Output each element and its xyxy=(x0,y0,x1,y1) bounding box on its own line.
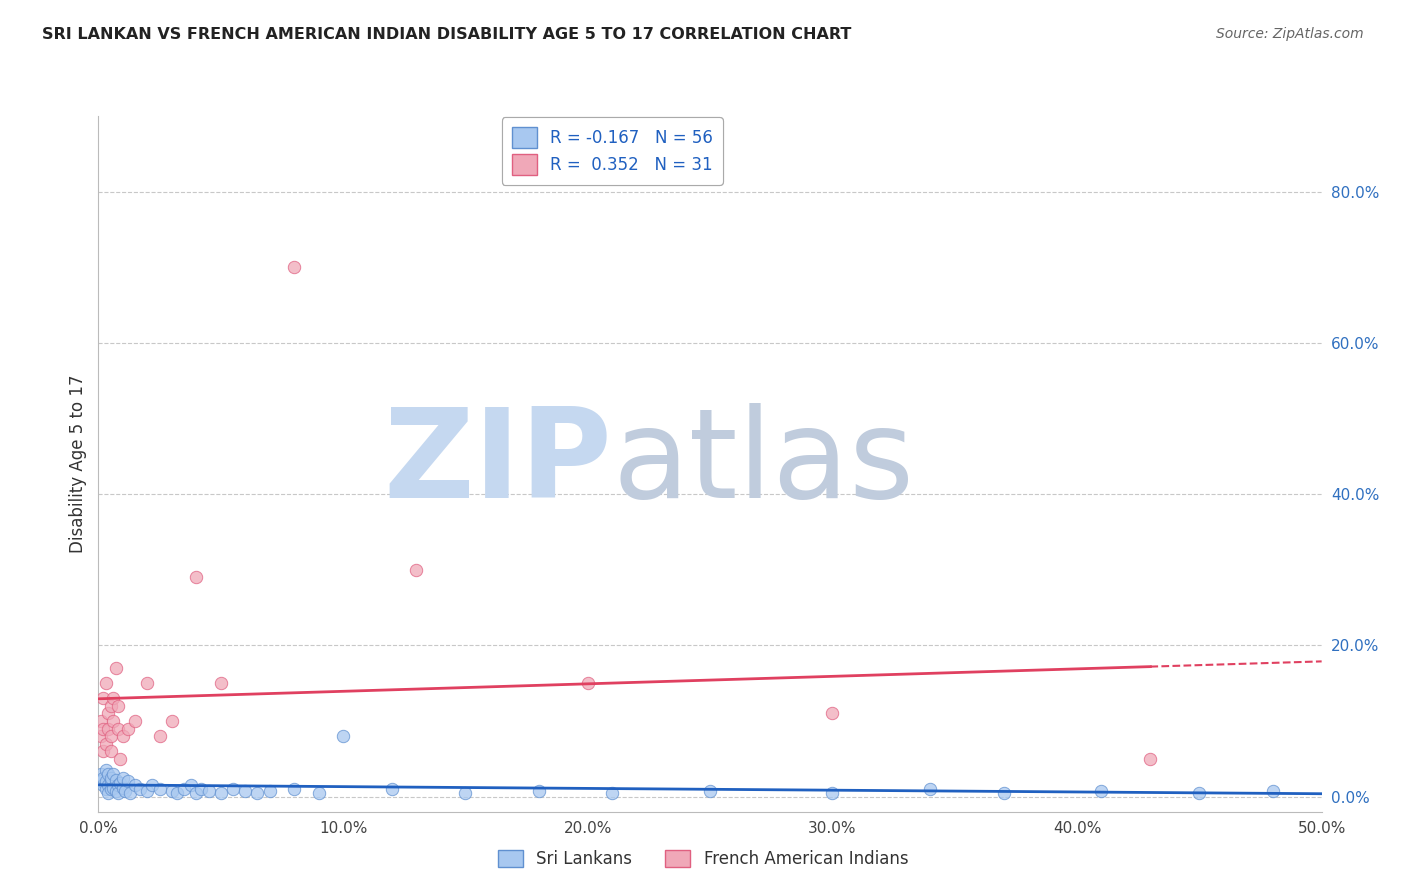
Point xyxy=(94,782,117,797)
Text: SRI LANKAN VS FRENCH AMERICAN INDIAN DISABILITY AGE 5 TO 17 CORRELATION CHART: SRI LANKAN VS FRENCH AMERICAN INDIAN DIS… xyxy=(42,27,852,42)
Point xyxy=(1090,783,1112,797)
Point xyxy=(283,260,305,275)
Point xyxy=(600,786,623,800)
Point xyxy=(107,786,129,800)
Point xyxy=(117,722,139,736)
Point xyxy=(920,782,942,797)
Text: Source: ZipAtlas.com: Source: ZipAtlas.com xyxy=(1216,27,1364,41)
Point xyxy=(101,714,124,728)
Point xyxy=(308,786,330,800)
Point xyxy=(91,744,114,758)
Point xyxy=(124,778,146,792)
Point xyxy=(173,782,195,797)
Point xyxy=(190,782,212,797)
Point xyxy=(101,767,124,781)
Point xyxy=(107,698,129,713)
Point xyxy=(107,722,129,736)
Point xyxy=(209,676,232,690)
Point xyxy=(97,722,120,736)
Point xyxy=(111,780,134,795)
Point xyxy=(186,570,208,584)
Legend: Sri Lankans, French American Indians: Sri Lankans, French American Indians xyxy=(491,843,915,875)
Point xyxy=(91,771,114,785)
Point xyxy=(821,786,844,800)
Point xyxy=(233,783,256,797)
Legend: R = -0.167   N = 56, R =  0.352   N = 31: R = -0.167 N = 56, R = 0.352 N = 31 xyxy=(502,118,723,185)
Point xyxy=(246,786,269,800)
Point xyxy=(332,729,354,743)
Point xyxy=(107,778,129,792)
Point xyxy=(136,783,159,797)
Point xyxy=(101,691,124,706)
Point xyxy=(1261,783,1284,797)
Point xyxy=(91,691,114,706)
Point xyxy=(283,782,305,797)
Point xyxy=(259,783,281,797)
Point xyxy=(104,783,127,797)
Point xyxy=(222,782,245,797)
Point xyxy=(100,698,122,713)
Point xyxy=(117,774,139,789)
Point xyxy=(136,676,159,690)
Point xyxy=(129,782,152,797)
Point xyxy=(821,706,844,721)
Point xyxy=(90,714,112,728)
Text: ZIP: ZIP xyxy=(384,403,612,524)
Point xyxy=(101,780,124,795)
Point xyxy=(576,676,599,690)
Point xyxy=(91,722,114,736)
Point xyxy=(124,714,146,728)
Point xyxy=(180,778,202,792)
Point xyxy=(120,786,142,800)
Point xyxy=(100,771,122,785)
Point xyxy=(160,714,183,728)
Point xyxy=(94,774,117,789)
Point xyxy=(197,783,219,797)
Point xyxy=(405,563,427,577)
Point xyxy=(160,783,183,797)
Point xyxy=(993,786,1015,800)
Point xyxy=(100,774,122,789)
Point xyxy=(91,778,114,792)
Point xyxy=(90,774,112,789)
Point xyxy=(97,786,120,800)
Point xyxy=(527,783,550,797)
Point xyxy=(166,786,188,800)
Point xyxy=(94,763,117,777)
Point xyxy=(1188,786,1211,800)
Point xyxy=(110,752,132,766)
Point xyxy=(149,729,172,743)
Point xyxy=(100,782,122,797)
Point xyxy=(90,767,112,781)
Point xyxy=(100,729,122,743)
Point xyxy=(186,786,208,800)
Point xyxy=(454,786,477,800)
Point xyxy=(699,783,721,797)
Point xyxy=(94,737,117,751)
Point xyxy=(104,661,127,675)
Text: atlas: atlas xyxy=(612,403,914,524)
Point xyxy=(97,706,120,721)
Point xyxy=(111,729,134,743)
Point xyxy=(1139,752,1161,766)
Y-axis label: Disability Age 5 to 17: Disability Age 5 to 17 xyxy=(69,375,87,553)
Point xyxy=(111,771,134,785)
Point xyxy=(149,782,172,797)
Point xyxy=(209,786,232,800)
Point xyxy=(97,767,120,781)
Point xyxy=(94,676,117,690)
Point xyxy=(100,744,122,758)
Point xyxy=(97,778,120,792)
Point xyxy=(110,776,132,790)
Point xyxy=(381,782,404,797)
Point xyxy=(104,772,127,787)
Point xyxy=(90,729,112,743)
Point xyxy=(114,783,136,797)
Point xyxy=(141,778,163,792)
